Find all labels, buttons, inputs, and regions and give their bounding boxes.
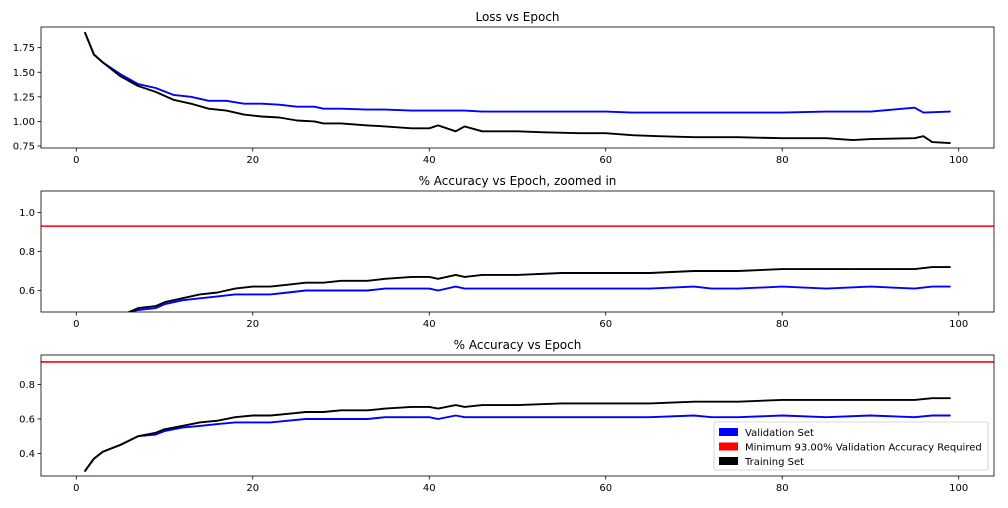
- x-tick-label: 60: [599, 155, 612, 166]
- x-tick-label: 0: [73, 155, 79, 166]
- axes-frame: [40, 190, 995, 313]
- x-tick-label: 100: [949, 155, 968, 166]
- x-tick-label: 20: [246, 155, 259, 166]
- legend-label: Validation Set: [745, 428, 814, 439]
- y-tick-label: 0.6: [19, 414, 35, 425]
- training-series-line: [84, 31, 951, 145]
- x-tick-label: 20: [246, 483, 259, 494]
- axes-frame: [40, 26, 995, 149]
- y-tick-label: 0.75: [13, 142, 35, 153]
- validation-series-line: [84, 31, 951, 114]
- y-tick-label: 1.75: [13, 43, 35, 54]
- y-tick-label: 0.8: [19, 247, 35, 258]
- validation-series-line: [128, 285, 951, 312]
- x-tick-label: 80: [776, 483, 789, 494]
- plot-area: [41, 225, 994, 312]
- chart-panel-1: Loss vs Epoch 0 20 40 60 80 100 0.75 1.00 1.25 1.5…: [13, 10, 995, 166]
- legend-frame: [713, 421, 989, 471]
- chart-title: Loss vs Epoch: [475, 10, 559, 24]
- training-series-line: [84, 397, 951, 472]
- legend-label: Minimum 93.00% Validation Accuracy Requi…: [745, 443, 982, 454]
- y-tick-label: 1.00: [13, 117, 35, 128]
- chart-panel-2: % Accuracy vs Epoch, zoomed in 0 20 40 60 80 1…: [19, 174, 995, 330]
- x-tick-label: 60: [599, 483, 612, 494]
- x-tick-label: 0: [73, 319, 79, 330]
- x-tick-label: 40: [423, 155, 436, 166]
- x-tick-label: 60: [599, 319, 612, 330]
- axes-frame: [40, 354, 995, 477]
- legend-label: Training Set: [744, 457, 804, 468]
- x-tick-label: 40: [423, 319, 436, 330]
- x-tick-label: 80: [776, 319, 789, 330]
- x-tick-label: 40: [423, 483, 436, 494]
- validation-series-line: [84, 414, 951, 472]
- x-tick-label: 100: [949, 483, 968, 494]
- chart-panel-3: % Accuracy vs Epoch 0 20 40 60 80 100 0.4 0.6 0.8…: [19, 338, 995, 494]
- y-tick-label: 0.4: [19, 449, 35, 460]
- x-tick-label: 20: [246, 319, 259, 330]
- legend-swatch: [719, 457, 738, 465]
- y-tick-label: 1.0: [19, 208, 35, 219]
- plot-area: [41, 361, 994, 472]
- chart-title: % Accuracy vs Epoch, zoomed in: [419, 174, 617, 188]
- y-tick-label: 1.50: [13, 68, 35, 79]
- legend: Validation Set Minimum 93.00% Validation …: [713, 421, 989, 471]
- y-tick-label: 0.8: [19, 380, 35, 391]
- training-series-line: [128, 266, 951, 312]
- y-tick-label: 1.25: [13, 92, 35, 103]
- x-tick-label: 0: [73, 483, 79, 494]
- y-tick-label: 0.6: [19, 286, 35, 297]
- plot-area: [84, 31, 951, 145]
- legend-swatch: [719, 442, 738, 451]
- x-tick-label: 80: [776, 155, 789, 166]
- legend-swatch: [719, 428, 738, 436]
- chart-title: % Accuracy vs Epoch: [454, 338, 582, 352]
- x-tick-label: 100: [949, 319, 968, 330]
